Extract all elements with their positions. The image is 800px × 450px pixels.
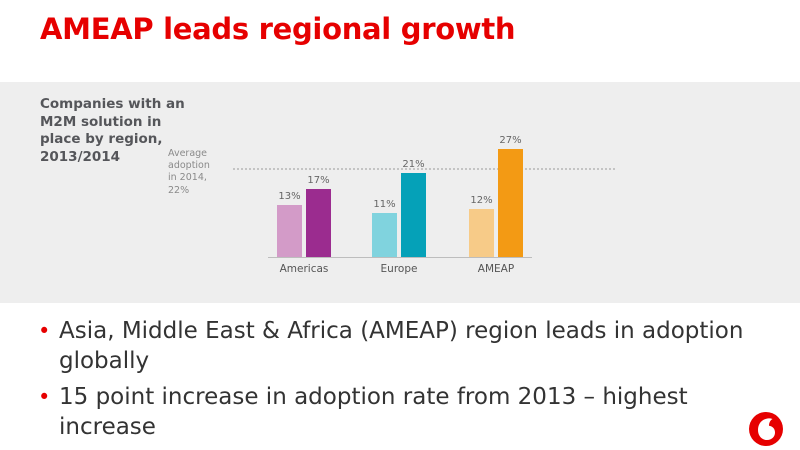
bar-europe-2014 xyxy=(401,173,426,257)
data-label: 21% xyxy=(402,159,424,170)
data-label: 11% xyxy=(373,199,395,210)
data-label: 27% xyxy=(499,135,521,146)
reference-label-line: 22% xyxy=(168,184,190,196)
data-label: 17% xyxy=(307,175,329,186)
data-label: 12% xyxy=(470,195,492,206)
vodafone-logo-icon xyxy=(749,412,783,446)
bar-americas-2014 xyxy=(306,189,331,257)
bar-americas-2013 xyxy=(277,205,302,257)
chart-title-line: M2M solution in xyxy=(40,113,162,130)
slide-title: AMEAP leads regional growth xyxy=(40,12,516,46)
bullet-item: • 15 point increase in adoption rate fro… xyxy=(38,382,758,442)
bullet-list: • Asia, Middle East & Africa (AMEAP) reg… xyxy=(38,316,758,448)
reference-label-line: in 2014, xyxy=(168,172,207,184)
category-label: Europe xyxy=(381,263,418,275)
data-label: 13% xyxy=(278,191,300,202)
reference-label-line: Average xyxy=(168,148,208,159)
bar-ameap-2013 xyxy=(469,209,494,257)
bar-ameap-2014 xyxy=(498,149,523,257)
chart-title: Companies with an M2M solution in place … xyxy=(40,96,215,166)
bullet-text: 15 point increase in adoption rate from … xyxy=(59,384,688,440)
category-label: Americas xyxy=(280,263,329,275)
bullet-text: Asia, Middle East & Africa (AMEAP) regio… xyxy=(59,318,744,374)
reference-line-label: Average adoption in 2014, 22% xyxy=(168,148,238,197)
bullet-item: • Asia, Middle East & Africa (AMEAP) reg… xyxy=(38,316,758,376)
bar-europe-2013 xyxy=(372,213,397,257)
chart-panel xyxy=(0,82,800,303)
category-label: AMEAP xyxy=(478,263,514,275)
bullet-dot-icon: • xyxy=(38,319,51,343)
chart-title-line: place by region, xyxy=(40,131,163,147)
reference-label-line: adoption xyxy=(168,160,210,172)
chart-title-line: 2013/2014 xyxy=(40,148,121,165)
bullet-dot-icon: • xyxy=(38,385,51,409)
chart-title-line: Companies with an xyxy=(40,96,185,112)
